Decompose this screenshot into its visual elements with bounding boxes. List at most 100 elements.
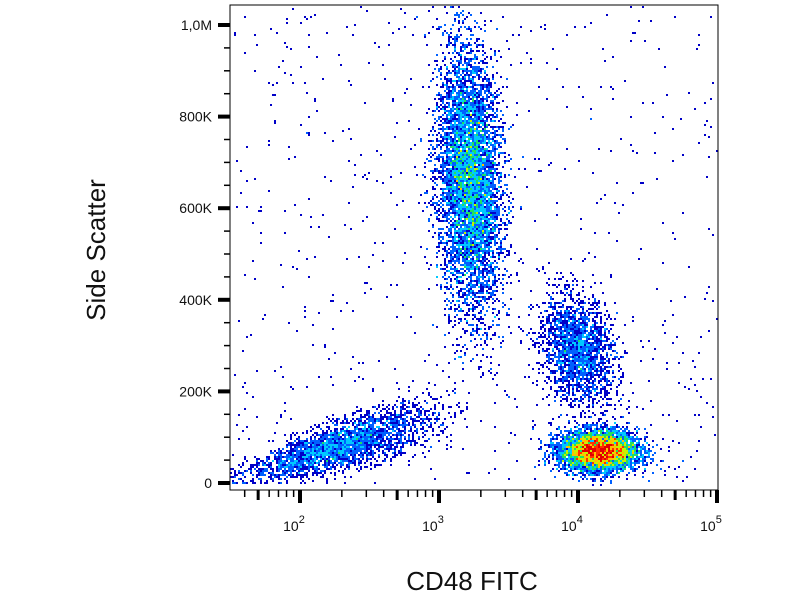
- event-dot: [532, 368, 534, 370]
- event-dot: [466, 302, 468, 304]
- event-dot: [486, 184, 488, 186]
- event-dot: [590, 368, 592, 370]
- event-dot: [468, 282, 470, 284]
- event-dot: [572, 468, 574, 470]
- event-dot: [624, 436, 626, 438]
- event-dot: [488, 286, 490, 288]
- event-dot: [466, 262, 468, 264]
- event-dot: [600, 432, 602, 434]
- event-dot: [464, 186, 466, 188]
- event-dot: [558, 350, 560, 352]
- event-dot: [562, 276, 564, 278]
- event-dot: [472, 196, 474, 198]
- event-dot: [456, 140, 458, 142]
- event-dot: [442, 276, 444, 278]
- event-dot: [464, 146, 466, 148]
- event-dot: [476, 284, 478, 286]
- event-dot: [482, 234, 484, 236]
- event-dot: [608, 370, 610, 372]
- event-dot: [478, 248, 480, 250]
- event-dot: [466, 72, 468, 74]
- event-dot: [590, 330, 592, 332]
- event-dot: [478, 232, 480, 234]
- event-dot: [478, 156, 480, 158]
- event-dot: [456, 144, 458, 146]
- event-dot: [462, 274, 464, 276]
- event-dot: [458, 14, 460, 16]
- event-dot: [454, 234, 456, 236]
- event-dot: [538, 346, 540, 348]
- event-dot: [538, 368, 540, 370]
- event-dot: [598, 348, 600, 350]
- event-dot: [532, 332, 534, 334]
- event-dot: [570, 462, 572, 464]
- event-dot: [468, 150, 470, 152]
- event-dot: [472, 298, 474, 300]
- event-dot: [576, 294, 578, 296]
- event-dot: [440, 128, 442, 130]
- event-dot: [444, 58, 446, 60]
- event-dot: [580, 300, 582, 302]
- event-dot: [606, 338, 608, 340]
- event-dot: [464, 254, 466, 256]
- event-dot: [472, 208, 474, 210]
- event-dot: [584, 296, 586, 298]
- event-dot: [596, 314, 598, 316]
- event-dot: [564, 324, 566, 326]
- event-dot: [560, 362, 562, 364]
- event-dot: [480, 44, 482, 46]
- event-dot: [502, 260, 504, 262]
- event-dot: [462, 116, 464, 118]
- event-dot: [600, 464, 602, 466]
- event-dot: [582, 458, 584, 460]
- event-dot: [546, 396, 548, 398]
- event-dot: [446, 136, 448, 138]
- event-dot: [486, 214, 488, 216]
- event-dot: [614, 358, 616, 360]
- event-dot: [594, 368, 596, 370]
- event-dot: [446, 150, 448, 152]
- event-dot: [624, 350, 626, 352]
- event-dot: [586, 358, 588, 360]
- event-dot: [466, 146, 468, 148]
- event-dot: [598, 340, 600, 342]
- event-dot: [600, 392, 602, 394]
- event-dot: [480, 148, 482, 150]
- event-dot: [608, 314, 610, 316]
- event-dot: [442, 182, 444, 184]
- event-dot: [600, 320, 602, 322]
- event-dot: [464, 258, 466, 260]
- event-dot: [606, 426, 608, 428]
- event-dot: [466, 240, 468, 242]
- event-dot: [480, 118, 482, 120]
- event-dot: [484, 136, 486, 138]
- event-dot: [568, 434, 570, 436]
- event-dot: [476, 236, 478, 238]
- event-dot: [556, 468, 558, 470]
- event-dot: [480, 246, 482, 248]
- event-dot: [480, 98, 482, 100]
- event-dot: [476, 192, 478, 194]
- event-dot: [482, 84, 484, 86]
- event-dot: [448, 300, 450, 302]
- event-dot: [468, 190, 470, 192]
- event-dot: [492, 128, 494, 130]
- event-dot: [598, 458, 600, 460]
- event-dot: [442, 106, 444, 108]
- event-dot: [484, 246, 486, 248]
- event-dot: [596, 308, 598, 310]
- event-dot: [466, 348, 468, 350]
- event-dot: [552, 334, 554, 336]
- event-dot: [588, 416, 590, 418]
- event-dot: [578, 292, 580, 294]
- event-dot: [580, 400, 582, 402]
- event-dot: [594, 362, 596, 364]
- event-dot: [576, 338, 578, 340]
- event-dot: [572, 392, 574, 394]
- event-dot: [604, 390, 606, 392]
- event-dot: [588, 436, 590, 438]
- event-dot: [468, 58, 470, 60]
- event-dot: [500, 240, 502, 242]
- event-dot: [484, 264, 486, 266]
- event-dot: [452, 268, 454, 270]
